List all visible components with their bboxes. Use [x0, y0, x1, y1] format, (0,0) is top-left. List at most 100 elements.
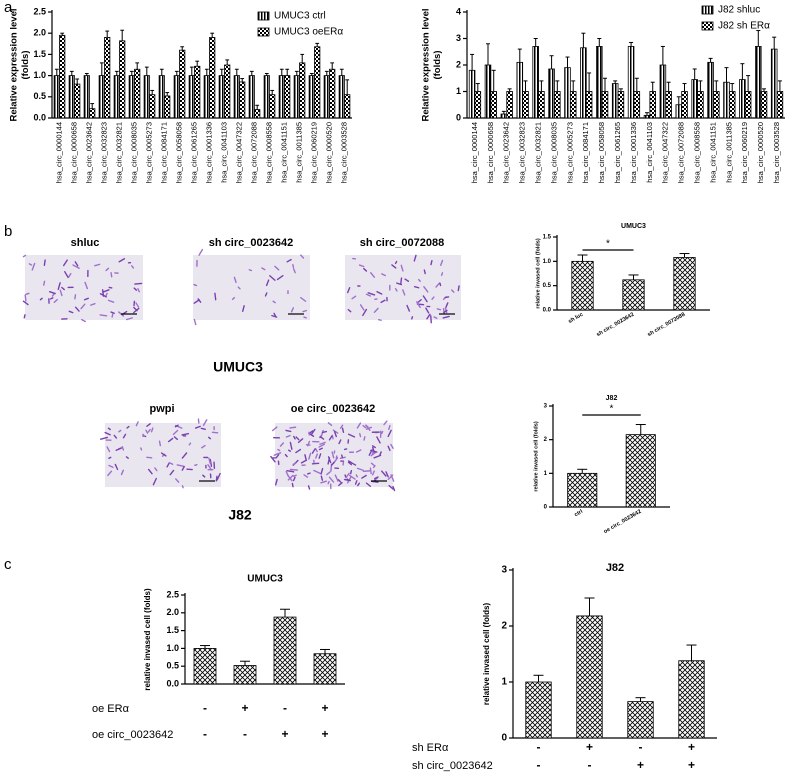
cell — [347, 461, 353, 466]
y-axis-label: Relative expression level — [421, 8, 432, 121]
error-bar — [603, 77, 608, 92]
error-bar — [565, 56, 570, 68]
cell — [105, 292, 108, 298]
legend-label: UMUC3 oeERα — [274, 27, 343, 38]
cell — [274, 265, 280, 271]
cell — [214, 292, 217, 301]
error-bar — [105, 30, 110, 38]
bar — [548, 68, 555, 119]
cell — [367, 292, 376, 296]
bar — [665, 91, 672, 119]
y-tick-label: 0.5 — [33, 91, 46, 101]
cell — [349, 461, 357, 466]
bar — [643, 114, 651, 119]
bar — [273, 616, 297, 685]
condition-sign: - — [537, 740, 541, 754]
cell — [264, 292, 268, 297]
y-tick-label: 1 — [456, 86, 461, 96]
bar — [776, 91, 784, 119]
x-tick-label: hsa_circ_0001336 — [204, 122, 213, 183]
error-bar — [666, 81, 671, 92]
bar — [284, 75, 291, 119]
cell — [193, 283, 198, 287]
cell — [285, 434, 291, 438]
cell — [147, 428, 151, 433]
micrograph — [345, 255, 461, 320]
cell — [444, 302, 449, 309]
cell — [300, 296, 307, 302]
error-bar — [533, 674, 544, 682]
cell — [345, 472, 350, 479]
cell — [425, 307, 430, 314]
error-bar — [740, 63, 745, 80]
bar — [713, 91, 720, 119]
bar — [313, 653, 337, 685]
bar — [567, 472, 598, 508]
x-tick-label: hsa_circ_0041151 — [279, 122, 288, 183]
chart-title: UMUC3 — [621, 223, 646, 230]
legend-swatch — [257, 11, 270, 21]
bar — [98, 75, 105, 119]
error-bar — [195, 60, 200, 67]
cell — [362, 424, 367, 429]
cell — [102, 289, 110, 293]
bar — [134, 68, 141, 119]
cell — [355, 474, 359, 478]
cell — [320, 429, 324, 437]
x-tick-label: hsa_circ_0000658 — [486, 122, 495, 183]
image-label: sh circ_0072088 — [360, 237, 444, 249]
bar — [53, 75, 60, 119]
cell — [430, 260, 433, 266]
cell — [391, 264, 397, 269]
cell — [108, 464, 114, 468]
x-tick-label: hsa_circ_0003528 — [339, 122, 348, 183]
error-bar — [204, 68, 209, 76]
cell — [371, 445, 376, 449]
condition-sign: + — [321, 727, 328, 741]
cell — [275, 453, 280, 459]
cell — [74, 294, 77, 300]
cell — [270, 455, 276, 463]
cell — [457, 285, 460, 292]
error-bar — [587, 72, 592, 92]
cell — [110, 272, 113, 278]
cell — [22, 254, 27, 258]
cell — [387, 429, 392, 438]
cell — [28, 263, 33, 266]
bar — [263, 75, 270, 119]
error-bar — [650, 81, 655, 92]
error-bar — [144, 66, 149, 76]
cell — [154, 467, 158, 472]
y-axis-label: Relative expression level — [9, 8, 20, 121]
y-axis-label: relative invased cell (folds) — [482, 603, 491, 706]
bar — [209, 37, 216, 119]
cell — [135, 302, 140, 308]
cell — [306, 472, 311, 475]
error-bar — [114, 70, 119, 76]
cell — [194, 425, 201, 429]
bar — [611, 83, 619, 119]
cell — [176, 464, 185, 467]
error-bar — [234, 68, 239, 76]
cell — [181, 465, 185, 471]
condition-sign: + — [688, 758, 695, 772]
error-bar — [69, 70, 74, 76]
error-bar — [84, 72, 89, 76]
cell — [370, 462, 375, 467]
cell — [411, 316, 414, 320]
y-tick-label: 3 — [544, 404, 548, 410]
cell — [356, 422, 362, 429]
cell — [376, 291, 383, 295]
error-bar — [470, 53, 475, 71]
error-bar — [159, 68, 164, 76]
cell — [133, 287, 138, 291]
cell — [290, 307, 295, 313]
cell — [287, 449, 292, 452]
y-tick-label: 0.0 — [166, 678, 179, 688]
bar — [625, 434, 656, 508]
error-bar — [60, 32, 65, 36]
panel-label: a — [4, 0, 13, 16]
cell — [388, 484, 394, 490]
cell — [422, 295, 428, 303]
